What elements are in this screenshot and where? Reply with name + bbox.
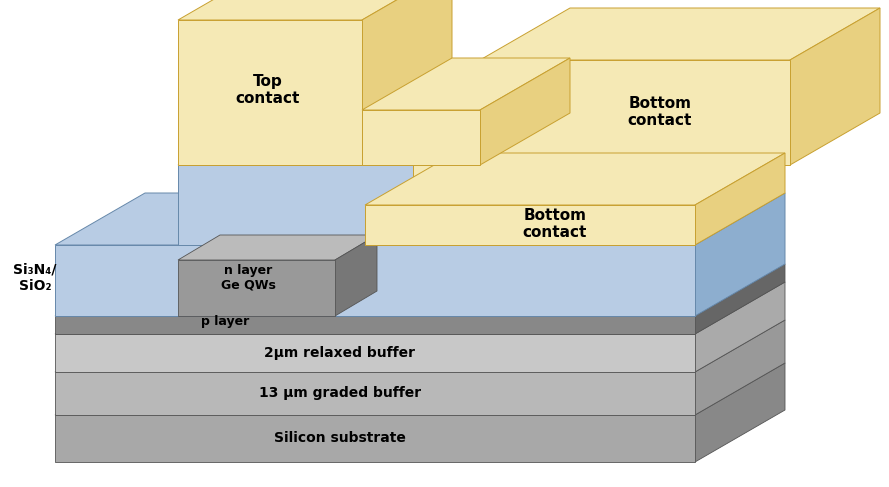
Text: 2μm relaxed buffer: 2μm relaxed buffer <box>265 346 415 360</box>
Polygon shape <box>695 193 785 316</box>
Polygon shape <box>790 8 880 165</box>
Polygon shape <box>178 235 377 260</box>
Polygon shape <box>695 363 785 462</box>
Polygon shape <box>178 20 362 165</box>
Polygon shape <box>55 372 695 415</box>
Text: p layer: p layer <box>201 316 249 329</box>
Polygon shape <box>178 0 452 20</box>
Polygon shape <box>413 113 570 165</box>
Polygon shape <box>480 113 570 245</box>
Polygon shape <box>480 58 570 165</box>
Polygon shape <box>480 8 880 60</box>
Text: 13 μm graded buffer: 13 μm graded buffer <box>259 386 421 400</box>
Polygon shape <box>55 320 785 372</box>
Polygon shape <box>55 363 785 415</box>
Polygon shape <box>55 245 695 316</box>
Polygon shape <box>695 320 785 415</box>
Polygon shape <box>362 110 480 165</box>
Text: n layer
Ge QWs: n layer Ge QWs <box>220 264 276 292</box>
Polygon shape <box>413 165 480 245</box>
Polygon shape <box>480 60 790 165</box>
Polygon shape <box>695 153 785 245</box>
Polygon shape <box>480 113 570 245</box>
Polygon shape <box>695 282 785 372</box>
Polygon shape <box>365 205 695 245</box>
Text: Bottom
contact: Bottom contact <box>523 208 588 240</box>
Polygon shape <box>55 316 695 334</box>
Polygon shape <box>695 264 785 334</box>
Polygon shape <box>178 113 570 165</box>
Polygon shape <box>55 193 785 245</box>
Polygon shape <box>362 58 570 110</box>
Polygon shape <box>55 415 695 462</box>
Text: Si₃N₄/
SiO₂: Si₃N₄/ SiO₂ <box>13 263 57 293</box>
Text: Top
contact: Top contact <box>236 74 300 106</box>
Polygon shape <box>178 165 480 245</box>
Polygon shape <box>365 153 785 205</box>
Text: Silicon substrate: Silicon substrate <box>274 431 406 445</box>
Polygon shape <box>335 235 377 316</box>
Polygon shape <box>178 260 335 316</box>
Text: Bottom
contact: Bottom contact <box>628 96 693 128</box>
Polygon shape <box>55 264 785 316</box>
Polygon shape <box>55 282 785 334</box>
Polygon shape <box>55 334 695 372</box>
Polygon shape <box>362 0 452 165</box>
